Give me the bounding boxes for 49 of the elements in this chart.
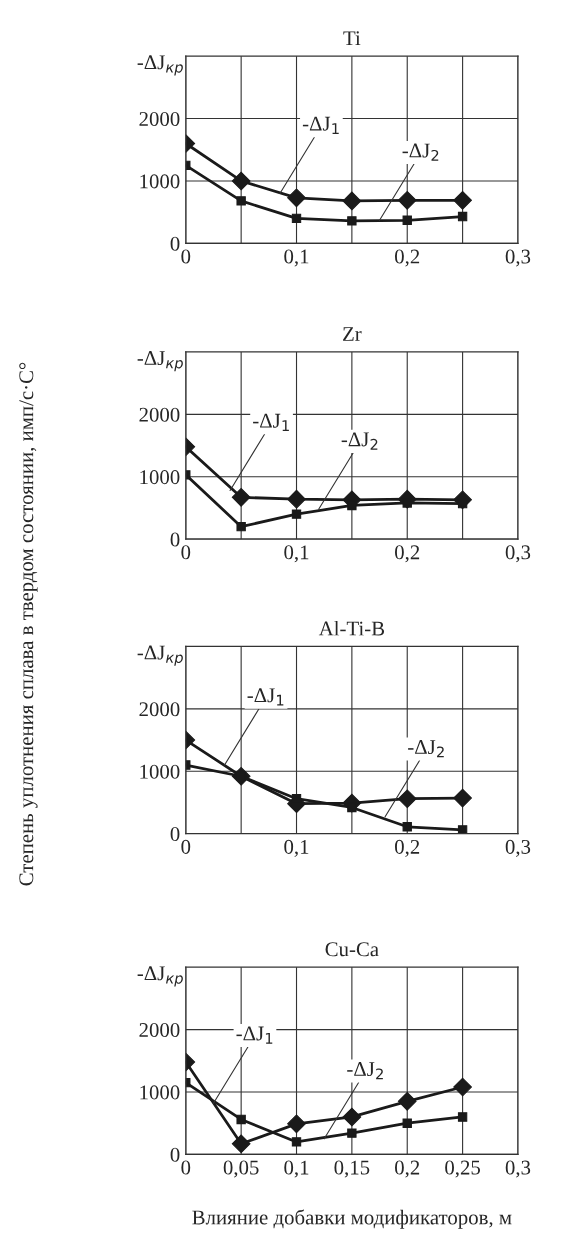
x-tick-label: 0,2 — [395, 545, 420, 563]
annotation: -ΔJ$_{1}$ — [302, 116, 339, 134]
x-tick-label: 0 — [181, 1160, 191, 1175]
y-tick-label: 1000 — [140, 1085, 180, 1100]
annotation: -ΔJ$_{1}$ — [236, 1026, 273, 1044]
y-tick-label: 0 — [170, 827, 180, 842]
text: Степень уплотнения сплава в твердом состоянии, имп/с·С° — [19, 362, 38, 886]
x-tick-label: 0,3 — [505, 249, 531, 267]
y-tick-label: 0 — [170, 532, 180, 547]
y-tick-label: 1000 — [140, 470, 180, 485]
y-tick-label: 0 — [170, 236, 180, 251]
x-tick-label: 0,3 — [505, 1160, 531, 1178]
annotation: -ΔJ$_{1}$ — [247, 688, 284, 706]
x-tick-label: 0,1 — [284, 1160, 309, 1178]
annotation: -ΔJ$_{2}$ — [402, 143, 439, 161]
x-tick-label: 0,1 — [284, 839, 309, 857]
x-tick-label: 0,3 — [505, 545, 531, 563]
y-tick-label: 2000 — [139, 111, 180, 126]
annotation: -ΔJ$_{2}$ — [341, 432, 378, 450]
x-axis-title: Влияние добавки модификаторов, м — [192, 1209, 512, 1229]
y-axis-title: -ΔJ$_{кр}$ — [137, 645, 183, 666]
x-tick-label: 0 — [181, 249, 191, 264]
annotation: -ΔJ$_{2}$ — [408, 740, 444, 758]
y-tick-label: 2000 — [139, 702, 180, 717]
y-axis-title: -ΔJ$_{кр}$ — [137, 351, 183, 372]
y-axis-title: -ΔJ$_{кр}$ — [137, 55, 183, 76]
y-axis-title: -ΔJ$_{кр}$ — [137, 966, 183, 987]
y-tick-label: 0 — [170, 1147, 180, 1162]
x-tick-label: 0,3 — [505, 839, 531, 857]
chart-title: Zr — [343, 327, 362, 341]
x-tick-label: 0,2 — [395, 839, 420, 857]
chart-title: Al-Ti-B — [318, 620, 385, 636]
x-tick-label: 0,05 — [223, 1160, 259, 1178]
x-tick-label: 0,25 — [445, 1160, 481, 1178]
x-tick-label: 0,1 — [284, 249, 309, 267]
x-tick-label: 0,2 — [395, 1160, 420, 1178]
y-tick-label: 1000 — [140, 174, 180, 189]
annotation: -ΔJ$_{1}$ — [253, 413, 289, 431]
y-tick-label: 1000 — [140, 764, 180, 779]
x-tick-label: 0,2 — [395, 249, 420, 267]
annotation: -ΔJ$_{2}$ — [347, 1062, 383, 1080]
x-tick-label: 0 — [181, 545, 191, 560]
x-tick-label: 0,1 — [284, 545, 309, 563]
x-tick-label: 0,15 — [334, 1160, 370, 1178]
chart-title: Cu-Ca — [325, 942, 379, 957]
y-tick-label: 2000 — [139, 1022, 180, 1038]
x-tick-label: 0 — [181, 839, 191, 854]
chart-title: Ti — [343, 31, 361, 46]
y-tick-label: 2000 — [139, 407, 180, 422]
